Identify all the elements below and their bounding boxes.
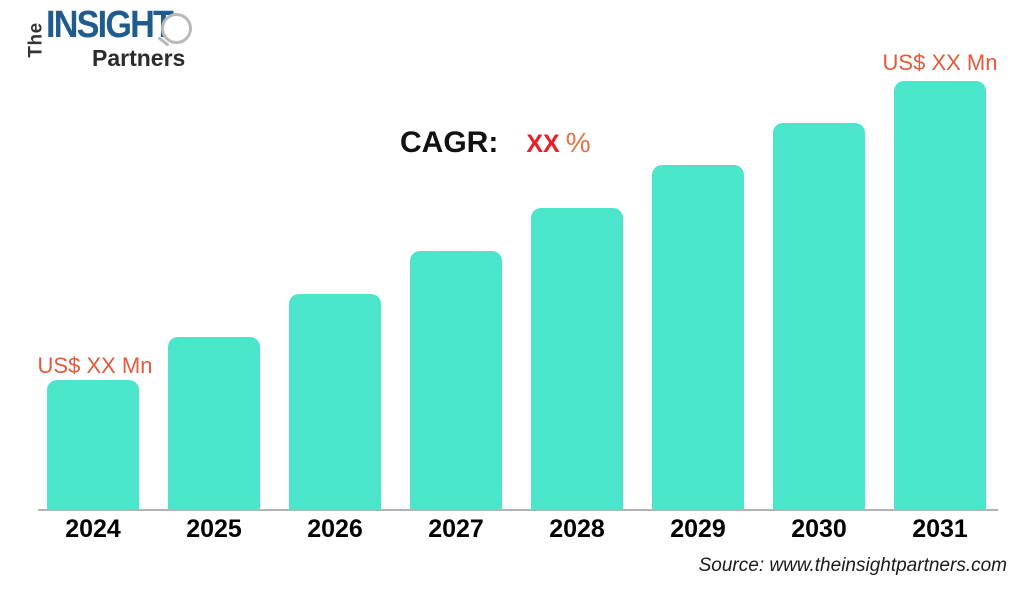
bar-2025: [168, 337, 260, 509]
x-tick-2029: 2029: [670, 515, 726, 543]
logo-partners-text: Partners: [92, 45, 186, 71]
last-bar-value-label: US$ XX Mn: [882, 50, 998, 75]
x-tick-2030: 2030: [791, 515, 847, 543]
cagr-annotation: CAGR: XX %: [400, 126, 591, 160]
logo-insight-text: INSIGHT: [46, 4, 174, 46]
magnifier-icon: [161, 13, 192, 44]
cagr-value: XX: [526, 130, 560, 158]
x-tick-2027: 2027: [428, 515, 484, 543]
bar-2031: [894, 81, 986, 509]
x-axis-line: [38, 509, 998, 511]
x-tick-2025: 2025: [186, 515, 242, 543]
x-tick-2026: 2026: [307, 515, 363, 543]
insight-partners-logo: The INSIGHT Partners: [25, 4, 198, 76]
x-tick-2031: 2031: [912, 515, 968, 543]
x-axis-labels: 2024 2025 2026 2027 2028 2029 2030 2031: [47, 515, 986, 544]
bar-chart: [47, 0, 986, 509]
bar-2026: [289, 294, 381, 509]
bar-2030: [773, 123, 865, 509]
cagr-label: CAGR:: [400, 126, 499, 159]
x-tick-2028: 2028: [549, 515, 605, 543]
first-bar-value-label: US$ XX Mn: [37, 353, 153, 378]
bar-2029: [652, 165, 744, 509]
x-tick-2024: 2024: [65, 515, 121, 543]
bar-2027: [410, 251, 502, 509]
bar-2028: [531, 208, 623, 509]
cagr-unit: %: [565, 127, 591, 158]
bar-2024: [47, 380, 139, 509]
logo-the-text: The: [25, 22, 47, 58]
source-attribution: Source: www.theinsightpartners.com: [698, 555, 1007, 576]
